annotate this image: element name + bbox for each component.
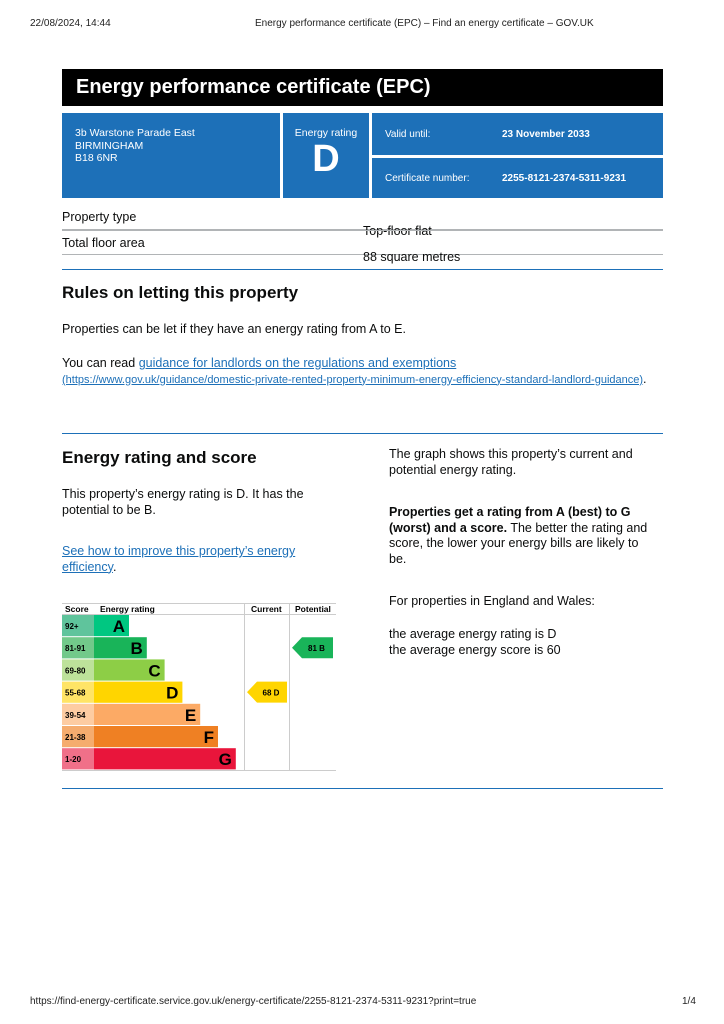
rating-bar-B <box>94 637 147 659</box>
score-cell-D <box>62 681 94 703</box>
rating-bar-F <box>94 726 218 748</box>
score-cell-G <box>62 748 94 770</box>
letting-guidance: You can read guidance for landlords on t… <box>62 356 652 388</box>
landlord-guidance-url[interactable]: (https://www.gov.uk/guidance/domestic-pr… <box>62 373 644 386</box>
bold-text: Properties get a rating from A (best) to… <box>389 505 631 535</box>
letting-heading: Rules on letting this property <box>62 283 299 302</box>
rating-bar-D <box>94 681 183 703</box>
text: You can read <box>62 356 139 370</box>
rating-bar-G <box>94 748 236 770</box>
rating-letter-C: C <box>148 661 160 680</box>
property-value: Top-floor flat <box>363 224 432 238</box>
rating-bar-A <box>94 615 129 637</box>
score-text: This property’s energy rating is D. It h… <box>62 487 304 517</box>
score-cell-C <box>62 659 94 681</box>
rating-letter-B: B <box>131 639 143 658</box>
current-rating-label: 68 D <box>263 689 280 698</box>
improve-paragraph: See how to improve this property’s energ… <box>62 544 332 575</box>
print-date: 22/08/2024, 14:44 <box>30 18 111 29</box>
rating-bar-E <box>94 703 201 725</box>
score-range-D: 55-68 <box>65 689 86 698</box>
valid-until-value: 23 November 2033 <box>502 128 590 140</box>
property-value: 88 square metres <box>363 250 461 264</box>
page-title: Energy performance certificate (EPC) <box>62 69 663 106</box>
energy-rating-box: Energy rating D <box>283 113 369 198</box>
score-cell-F <box>62 726 94 748</box>
rating-letter-F: F <box>204 728 214 747</box>
divider <box>62 433 663 434</box>
rating-bar-C <box>94 659 165 681</box>
rating-explanation: Properties get a rating from A (best) to… <box>389 505 659 567</box>
score-range-E: 39-54 <box>65 711 86 720</box>
energy-rating-value: D <box>312 138 340 180</box>
header-score: Score <box>65 604 89 614</box>
energy-rating-chart: Score Energy rating Current Potential 92… <box>62 603 336 771</box>
rating-letter-A: A <box>113 617 125 636</box>
current-rating-arrow <box>247 681 287 703</box>
score-heading: Energy rating and score <box>62 448 257 467</box>
average-score: the average energy score is 60 <box>389 643 561 657</box>
valid-until: Valid until: 23 November 2033 <box>372 113 663 155</box>
text: . <box>112 559 117 574</box>
score-range-B: 81-91 <box>65 644 86 653</box>
address: 3b Warstone Parade East BIRMINGHAM B18 6… <box>62 113 280 198</box>
certificate-number-value: 2255-8121-2374-5311-9231 <box>502 172 626 184</box>
floor-area-row: Total floor area 88 square metres <box>62 230 663 264</box>
property-type-row: Property type Top-floor flat <box>62 205 663 238</box>
improve-efficiency-link[interactable]: See how to improve this property’s energ… <box>62 544 296 574</box>
divider <box>62 269 663 270</box>
text: . <box>643 371 647 386</box>
rating-letter-G: G <box>219 750 232 769</box>
score-cell-E <box>62 703 94 725</box>
score-cell-B <box>62 637 94 659</box>
address-line: B18 6NR <box>75 152 118 164</box>
rating-letter-D: D <box>166 684 178 703</box>
score-range-C: 69-80 <box>65 666 86 675</box>
average-rating: the average energy rating is D <box>389 627 557 641</box>
energy-rating-label: Energy rating <box>294 127 358 139</box>
header-current: Current <box>251 604 282 614</box>
landlord-guidance-link[interactable]: guidance for landlords on the regulation… <box>138 356 457 370</box>
certificate-number-label: Certificate number: <box>385 172 470 184</box>
property-label: Total floor area <box>62 236 145 250</box>
page-number: 1/4 <box>682 996 696 1007</box>
england-wales-text: For properties in England and Wales: <box>389 594 595 608</box>
header-energy-rating: Energy rating <box>100 604 155 614</box>
divider <box>62 788 663 789</box>
property-label: Property type <box>62 210 137 224</box>
rating-letter-E: E <box>185 706 196 725</box>
graph-description: The graph shows this property’s current … <box>389 447 633 477</box>
print-title: Energy performance certificate (EPC) – F… <box>255 18 594 29</box>
header-potential: Potential <box>295 604 331 614</box>
score-range-F: 21-38 <box>65 733 86 742</box>
print-url: https://find-energy-certificate.service.… <box>30 996 477 1007</box>
score-cell-A <box>62 615 94 637</box>
address-line: 3b Warstone Parade East <box>75 127 195 139</box>
potential-rating-arrow <box>292 637 333 659</box>
certificate-number: Certificate number: 2255-8121-2374-5311-… <box>372 158 663 198</box>
letting-text: Properties can be let if they have an en… <box>62 322 406 336</box>
score-range-G: 1-20 <box>65 755 82 764</box>
potential-rating-label: 81 B <box>308 644 325 653</box>
score-range-A: 92+ <box>65 622 79 631</box>
address-line: BIRMINGHAM <box>75 139 144 152</box>
text: The better the rating and score, the low… <box>389 520 648 566</box>
valid-until-label: Valid until: <box>385 128 431 140</box>
